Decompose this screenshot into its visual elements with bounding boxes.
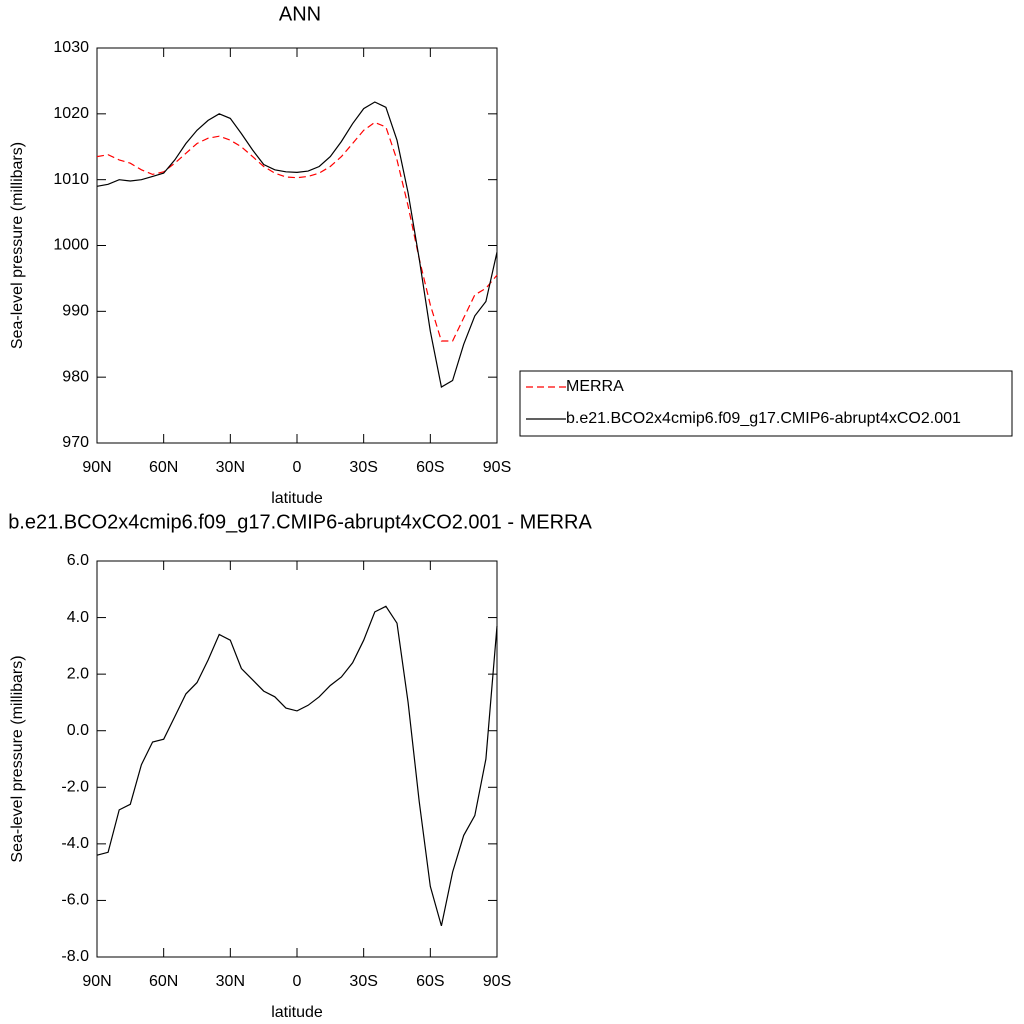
y-tick-label: 970: [62, 434, 89, 451]
y-tick-label: -8.0: [61, 948, 89, 965]
y-tick-label: 990: [62, 303, 89, 320]
plot-frame: [96, 47, 498, 444]
chart-title: b.e21.BCO2x4cmip6.f09_g17.CMIP6-abrupt4x…: [8, 511, 592, 533]
x-tick-label: 0: [293, 459, 302, 476]
x-tick-label: 30N: [216, 973, 245, 990]
legend-label: b.e21.BCO2x4cmip6.f09_g17.CMIP6-abrupt4x…: [566, 410, 961, 427]
y-axis-label: Sea-level pressure (millibars): [9, 655, 26, 862]
data-line: [96, 101, 498, 388]
x-tick-label: 90S: [483, 973, 511, 990]
x-axis-label: latitude: [271, 490, 323, 507]
y-tick-label: 0.0: [67, 722, 89, 739]
y-tick-label: 1010: [53, 171, 89, 188]
x-axis-label: latitude: [271, 1004, 323, 1021]
legend-label: MERRA: [566, 378, 624, 395]
legend-box: [519, 370, 1013, 437]
x-tick-label: 90N: [82, 459, 111, 476]
x-tick-label: 60N: [149, 459, 178, 476]
y-tick-label: 980: [62, 368, 89, 385]
y-tick-label: -2.0: [61, 779, 89, 796]
x-tick-label: 30S: [349, 459, 377, 476]
x-tick-label: 60N: [149, 973, 178, 990]
x-tick-label: 60S: [416, 459, 444, 476]
x-tick-label: 90S: [483, 459, 511, 476]
plot-frame: [96, 560, 498, 958]
y-tick-label: 6.0: [67, 552, 89, 569]
x-tick-label: 60S: [416, 973, 444, 990]
x-tick-label: 30S: [349, 973, 377, 990]
y-axis-label: Sea-level pressure (millibars): [9, 142, 26, 349]
y-tick-label: 4.0: [67, 609, 89, 626]
y-tick-label: 1030: [53, 39, 89, 56]
x-tick-label: 0: [293, 973, 302, 990]
x-tick-label: 90N: [82, 973, 111, 990]
y-tick-label: 1020: [53, 105, 89, 122]
y-tick-label: 2.0: [67, 665, 89, 682]
y-tick-label: -6.0: [61, 892, 89, 909]
x-tick-label: 30N: [216, 459, 245, 476]
y-tick-label: -4.0: [61, 835, 89, 852]
chart-title: ANN: [279, 3, 321, 25]
y-tick-label: 1000: [53, 237, 89, 254]
data-line: [96, 121, 498, 342]
data-line: [96, 605, 498, 927]
